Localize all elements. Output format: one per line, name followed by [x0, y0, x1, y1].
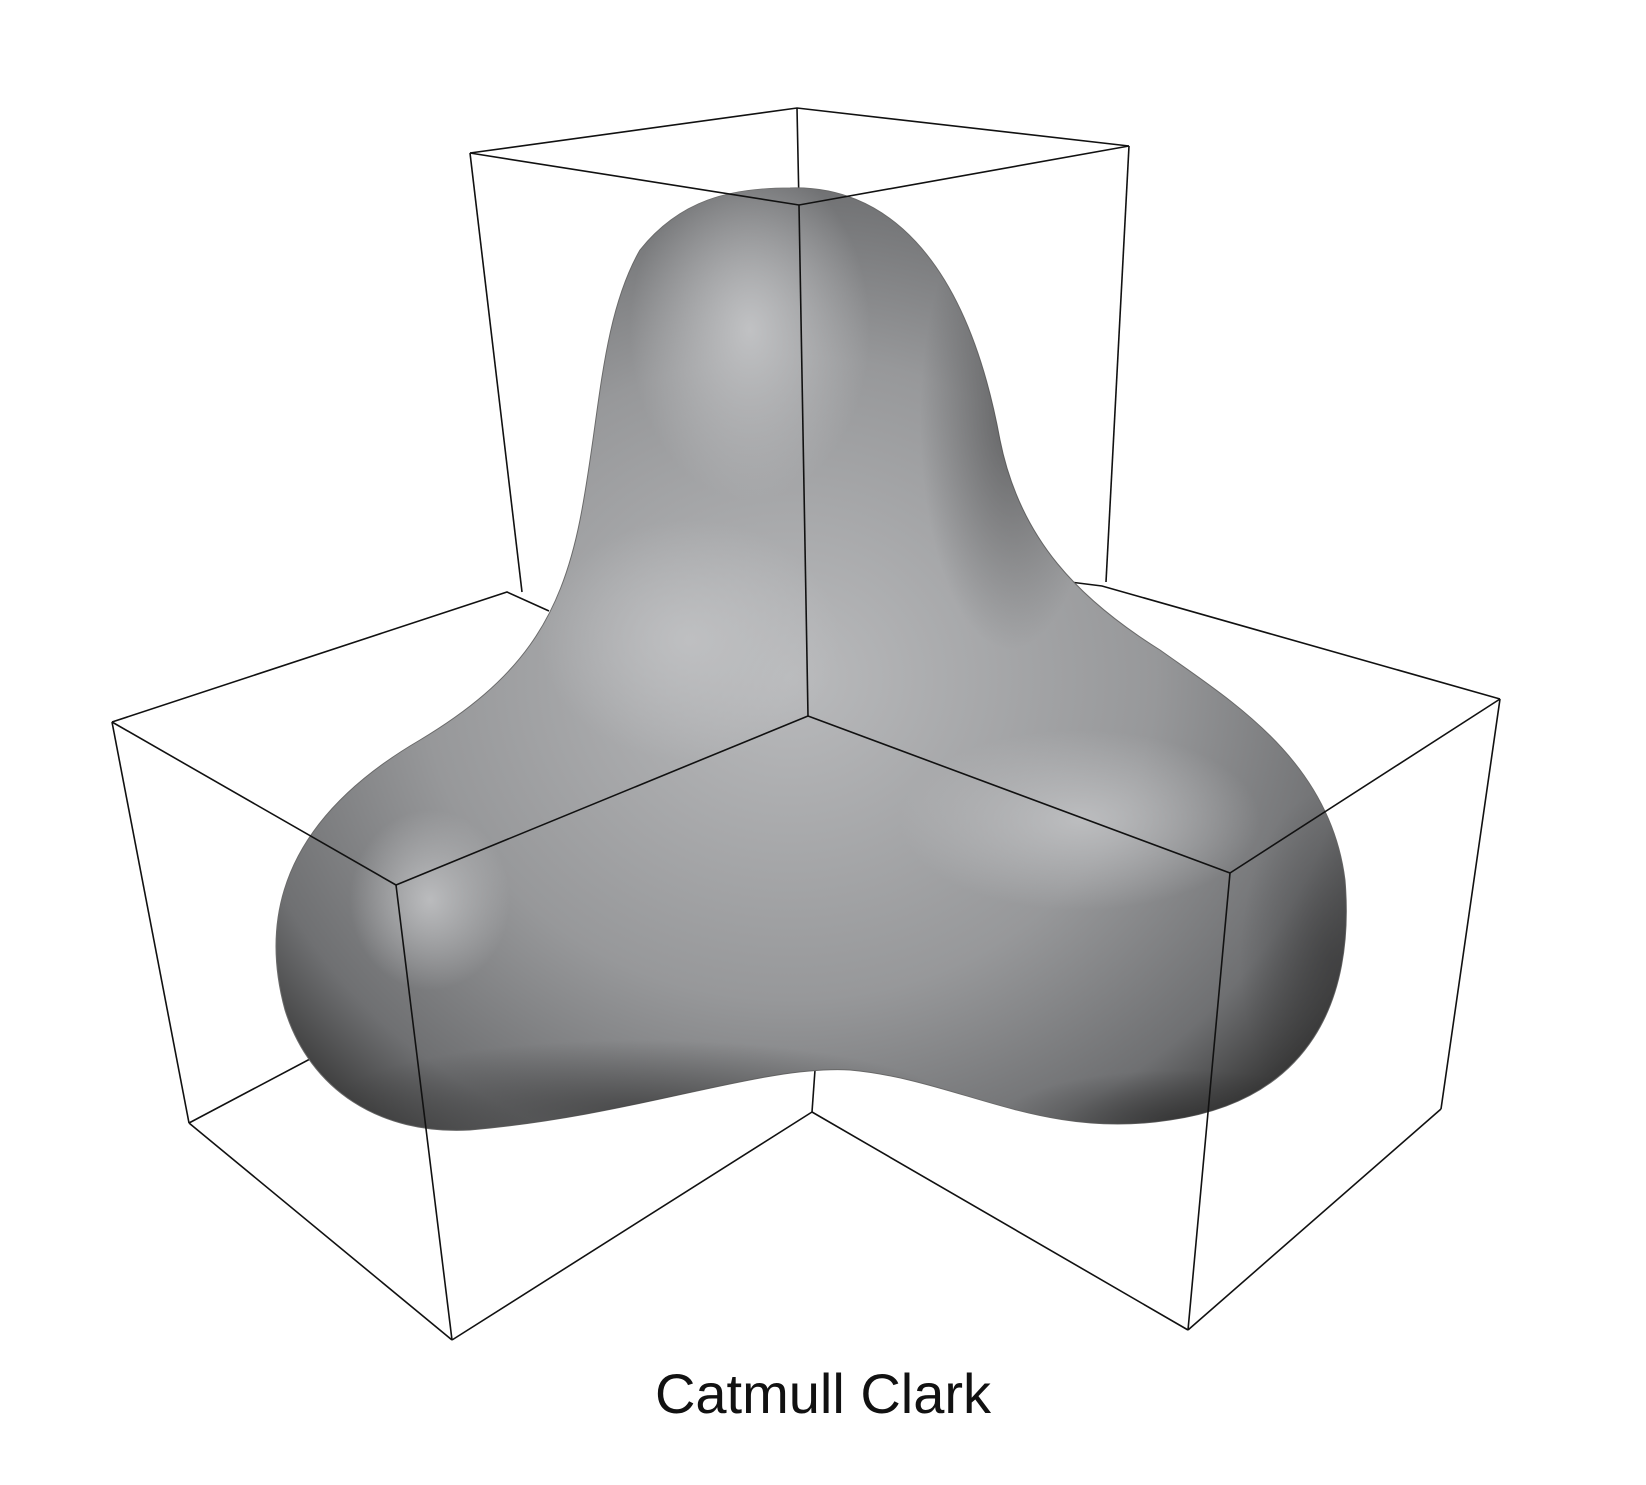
cage-front-lines	[111, 145, 1501, 1341]
subdivision-surface	[275, 187, 1347, 1131]
figure-caption: Catmull Clark	[654, 1362, 992, 1425]
cage-back-lines	[111, 107, 1501, 1124]
